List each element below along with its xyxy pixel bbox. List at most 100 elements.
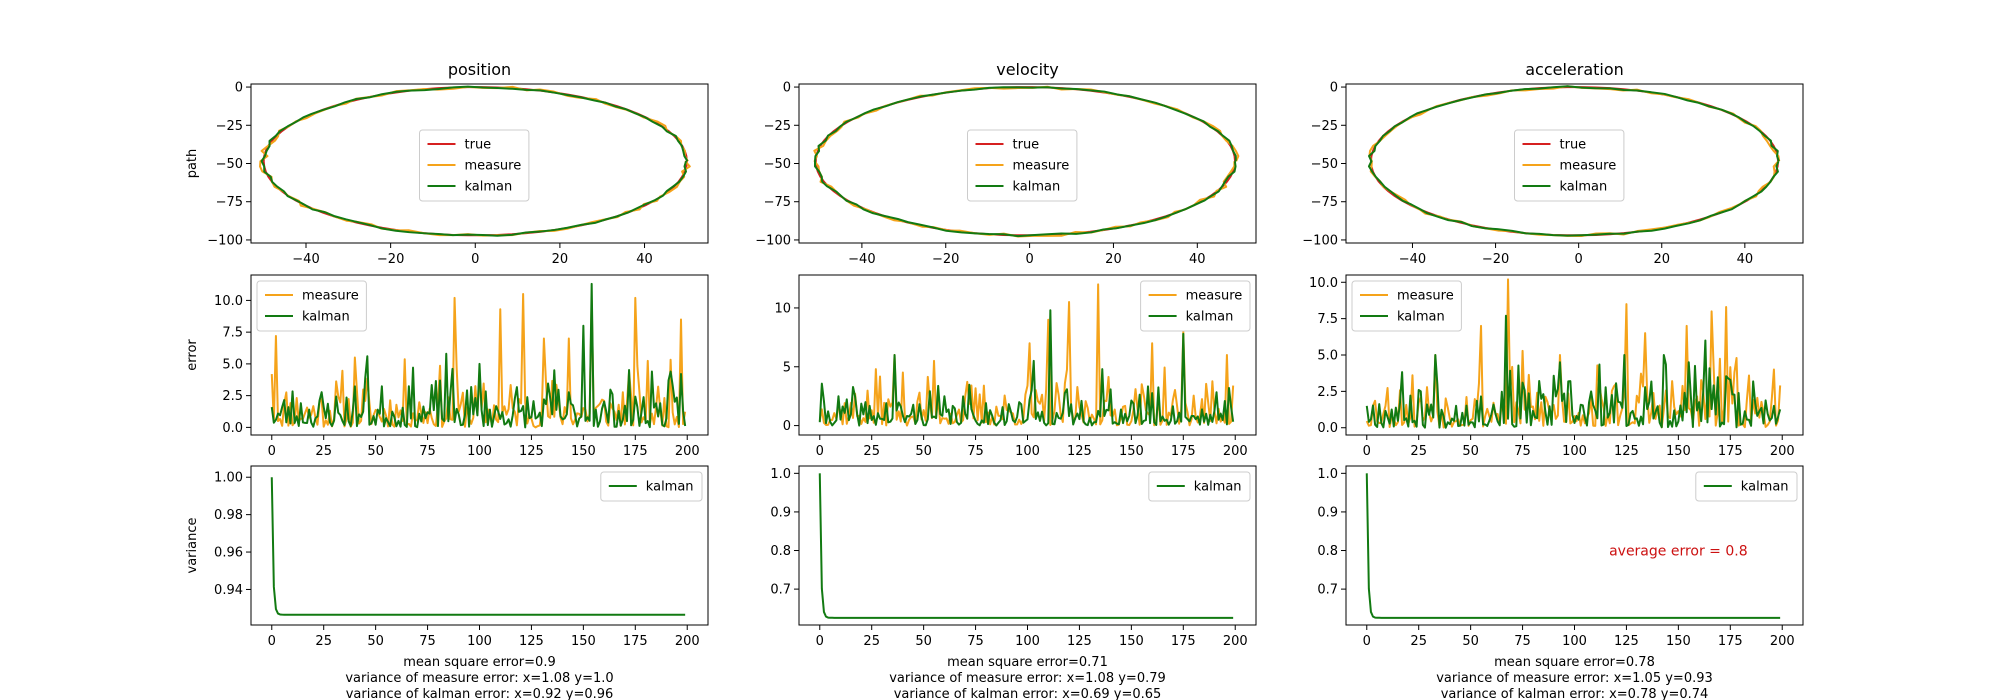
- x-tick-label: 25: [315, 634, 332, 649]
- y-axis-label: path: [185, 149, 200, 179]
- subplot-1-0: 0 25 50 75 100 125 150 175 200 0.0 2.5 5.0 7.5 10.0 er…: [185, 274, 709, 459]
- y-tick-label: 1.0: [770, 467, 791, 482]
- x-tick-label: 200: [675, 634, 700, 649]
- y-tick-label: −50: [216, 157, 243, 172]
- column-caption-line: variance of measure error: x=1.08 y=1.0: [345, 671, 613, 686]
- legend-box: [1514, 129, 1625, 202]
- x-tick-label: 75: [419, 444, 436, 459]
- legend-label: kalman: [302, 310, 350, 325]
- x-tick-label: 75: [1514, 634, 1531, 649]
- x-tick-label: −20: [377, 252, 404, 267]
- y-tick-label: 5: [783, 360, 791, 375]
- x-tick-label: 200: [1223, 444, 1248, 459]
- subplot-0-0: −40 −20 0 20 40 0 −25 −50 −75 −100 position path tru…: [185, 60, 709, 267]
- plot-area: [270, 282, 687, 429]
- x-tick-label: 100: [1562, 634, 1587, 649]
- y-tick-label: 0: [783, 419, 791, 434]
- legend: true measure kalman: [1514, 129, 1625, 202]
- x-tick-label: 175: [1171, 444, 1196, 459]
- x-tick-label: 0: [268, 634, 276, 649]
- legend: measure kalman: [256, 280, 367, 332]
- plot-area: [1365, 473, 1781, 619]
- y-tick-label: 5.0: [222, 357, 243, 372]
- legend-box: [256, 280, 367, 332]
- x-tick-label: 200: [675, 444, 700, 459]
- y-tick-label: 0: [783, 81, 791, 96]
- y-tick-label: −100: [1302, 233, 1338, 248]
- y-tick-label: 0.7: [1317, 583, 1338, 598]
- y-tick-label: −25: [764, 119, 791, 134]
- series-line-kalman: [270, 282, 687, 429]
- y-tick-label: 0.0: [222, 421, 243, 436]
- x-tick-label: 40: [1737, 252, 1754, 267]
- series-line-kalman: [818, 473, 1234, 619]
- y-tick-label: 0.96: [214, 546, 243, 561]
- x-tick-label: 125: [1067, 444, 1092, 459]
- x-tick-label: 125: [1614, 444, 1639, 459]
- series-line-kalman: [1365, 473, 1781, 619]
- plot-area: [1365, 278, 1782, 429]
- x-tick-label: 125: [519, 634, 544, 649]
- x-tick-label: 0: [816, 634, 824, 649]
- subplot-2-0: 0 25 50 75 100 125 150 175 200 0.94 0.96 0.98 1.00 va…: [185, 465, 709, 649]
- x-tick-label: 75: [1514, 444, 1531, 459]
- x-tick-label: −20: [1482, 252, 1509, 267]
- average-error-annotation: average error = 0.8: [1609, 544, 1748, 560]
- x-tick-label: −20: [932, 252, 959, 267]
- y-tick-label: 1.00: [214, 471, 243, 486]
- legend: measure kalman: [1140, 280, 1251, 332]
- x-tick-label: 50: [1462, 444, 1479, 459]
- legend-label: measure: [1186, 289, 1243, 304]
- y-tick-label: 10: [774, 301, 791, 316]
- subplot-2-2: 0 25 50 75 100 125 150 175 200 0.7 0.8 0.9 1.0 kalman…: [1317, 465, 1804, 649]
- x-tick-label: 40: [1189, 252, 1206, 267]
- x-tick-label: −40: [292, 252, 319, 267]
- legend-label: measure: [1013, 159, 1070, 174]
- y-tick-label: 0.94: [214, 583, 243, 598]
- y-axis-label: error: [185, 339, 200, 371]
- legend-box: [1351, 280, 1462, 332]
- legend-label: kalman: [1194, 480, 1242, 495]
- y-axis-label: variance: [185, 518, 200, 574]
- x-tick-label: 175: [623, 444, 648, 459]
- legend-label: kalman: [1397, 310, 1445, 325]
- plot-area: [259, 85, 691, 237]
- x-tick-label: 0: [1575, 252, 1583, 267]
- x-tick-label: −40: [848, 252, 875, 267]
- x-tick-label: 150: [571, 634, 596, 649]
- y-tick-label: 0.7: [770, 583, 791, 598]
- subplot-0-2: −40 −20 0 20 40 0 −25 −50 −75 −100 acceleration tru…: [1302, 60, 1804, 267]
- legend-label: measure: [302, 289, 359, 304]
- y-tick-label: 1.0: [1317, 467, 1338, 482]
- x-tick-label: 125: [1614, 634, 1639, 649]
- x-tick-label: 0: [816, 444, 824, 459]
- legend-label: kalman: [1013, 180, 1061, 195]
- plot-area: [270, 477, 686, 616]
- subplot-0-1: −40 −20 0 20 40 0 −25 −50 −75 −100 velocity true mea…: [755, 60, 1257, 267]
- legend-box: [419, 129, 530, 202]
- y-tick-label: −75: [764, 195, 791, 210]
- legend-label: kalman: [465, 180, 513, 195]
- y-tick-label: −75: [216, 195, 243, 210]
- x-tick-label: 150: [1119, 444, 1144, 459]
- x-tick-label: −40: [1399, 252, 1426, 267]
- x-tick-label: 0: [1363, 634, 1371, 649]
- legend-box: [1140, 280, 1251, 332]
- series-line-kalman: [814, 86, 1237, 238]
- column-caption-line: variance of measure error: x=1.05 y=0.93: [1436, 671, 1713, 686]
- x-tick-label: 25: [1410, 444, 1427, 459]
- x-tick-label: 20: [1653, 252, 1670, 267]
- x-tick-label: 50: [367, 634, 384, 649]
- x-tick-label: 100: [1562, 444, 1587, 459]
- series-line-kalman: [1367, 85, 1780, 237]
- legend: true measure kalman: [967, 129, 1078, 202]
- plot-area: [813, 85, 1240, 238]
- x-tick-label: 25: [863, 634, 880, 649]
- x-tick-label: 75: [967, 444, 984, 459]
- x-tick-label: 200: [1223, 634, 1248, 649]
- y-tick-label: −100: [755, 233, 791, 248]
- column-caption-line: variance of kalman error: x=0.78 y=0.74: [1441, 687, 1709, 700]
- legend: kalman: [1148, 471, 1251, 502]
- column-caption-line: variance of measure error: x=1.08 y=0.79: [889, 671, 1166, 686]
- legend-label: kalman: [646, 480, 694, 495]
